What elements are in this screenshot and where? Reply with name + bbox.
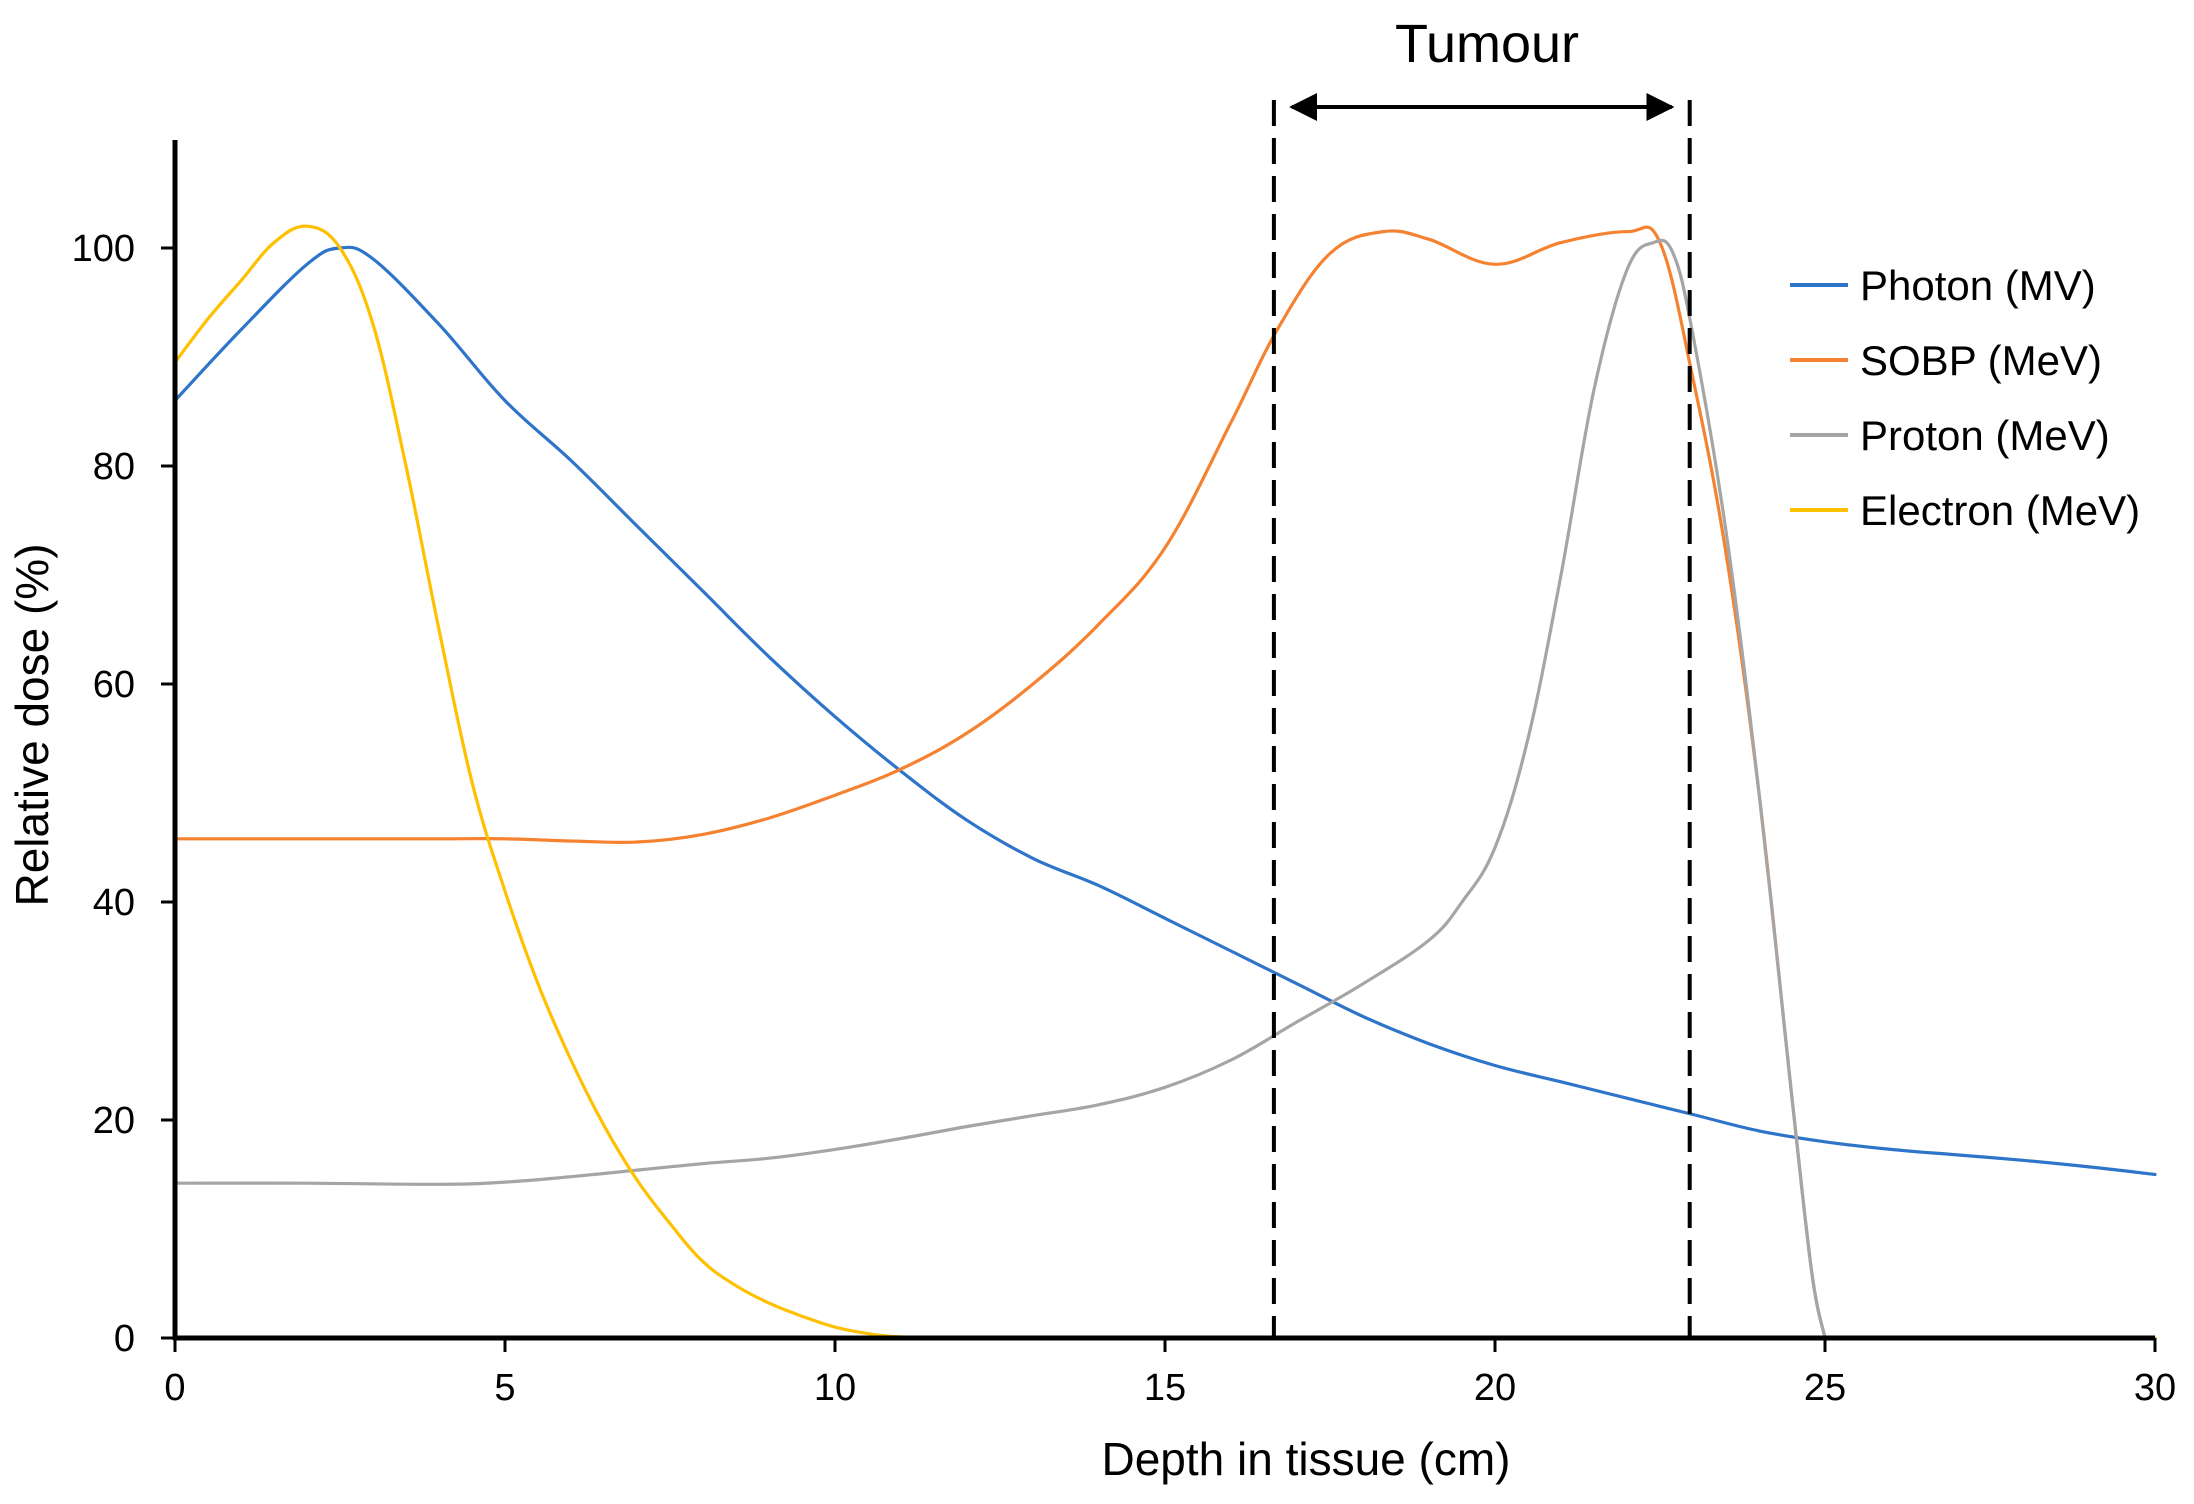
legend-label-electron: Electron (MeV) xyxy=(1860,487,2140,534)
legend: Photon (MV) SOBP (MeV) Proton (MeV) Electro… xyxy=(1790,262,2140,534)
y-axis-title: Relative dose (%) xyxy=(6,543,58,906)
x-axis-title: Depth in tissue (cm) xyxy=(1101,1433,1510,1485)
tumour-annotation xyxy=(1271,93,1692,1338)
x-tick-label: 15 xyxy=(1144,1367,1186,1409)
y-tick-label: 0 xyxy=(114,1318,135,1360)
series-line-proton xyxy=(173,238,1827,1340)
series-line-electron xyxy=(173,224,2157,1340)
axes-layer: 0 5 10 15 20 25 30 0 20 40 60 80 100 xyxy=(72,140,2176,1409)
y-tick-label: 20 xyxy=(93,1100,135,1142)
x-tick-label: 5 xyxy=(494,1367,515,1409)
legend-label-photon: Photon (MV) xyxy=(1860,262,2096,309)
series-line-photon xyxy=(173,245,2157,1177)
x-tick-label: 20 xyxy=(1474,1367,1516,1409)
y-tick-label: 40 xyxy=(93,882,135,924)
x-tick-label: 0 xyxy=(164,1367,185,1409)
x-tick-label: 25 xyxy=(1804,1367,1846,1409)
tumour-label: Tumour xyxy=(1395,14,1579,74)
x-tick-label: 30 xyxy=(2134,1367,2176,1409)
x-tick-label: 10 xyxy=(814,1367,856,1409)
series-layer xyxy=(173,224,2157,1340)
series-line-sobp xyxy=(173,225,1827,1340)
legend-label-sobp: SOBP (MeV) xyxy=(1860,337,2102,384)
y-tick-label: 60 xyxy=(93,664,135,706)
y-tick-label: 80 xyxy=(93,446,135,488)
legend-label-proton: Proton (MeV) xyxy=(1860,412,2110,459)
y-tick-label: 100 xyxy=(72,228,135,270)
